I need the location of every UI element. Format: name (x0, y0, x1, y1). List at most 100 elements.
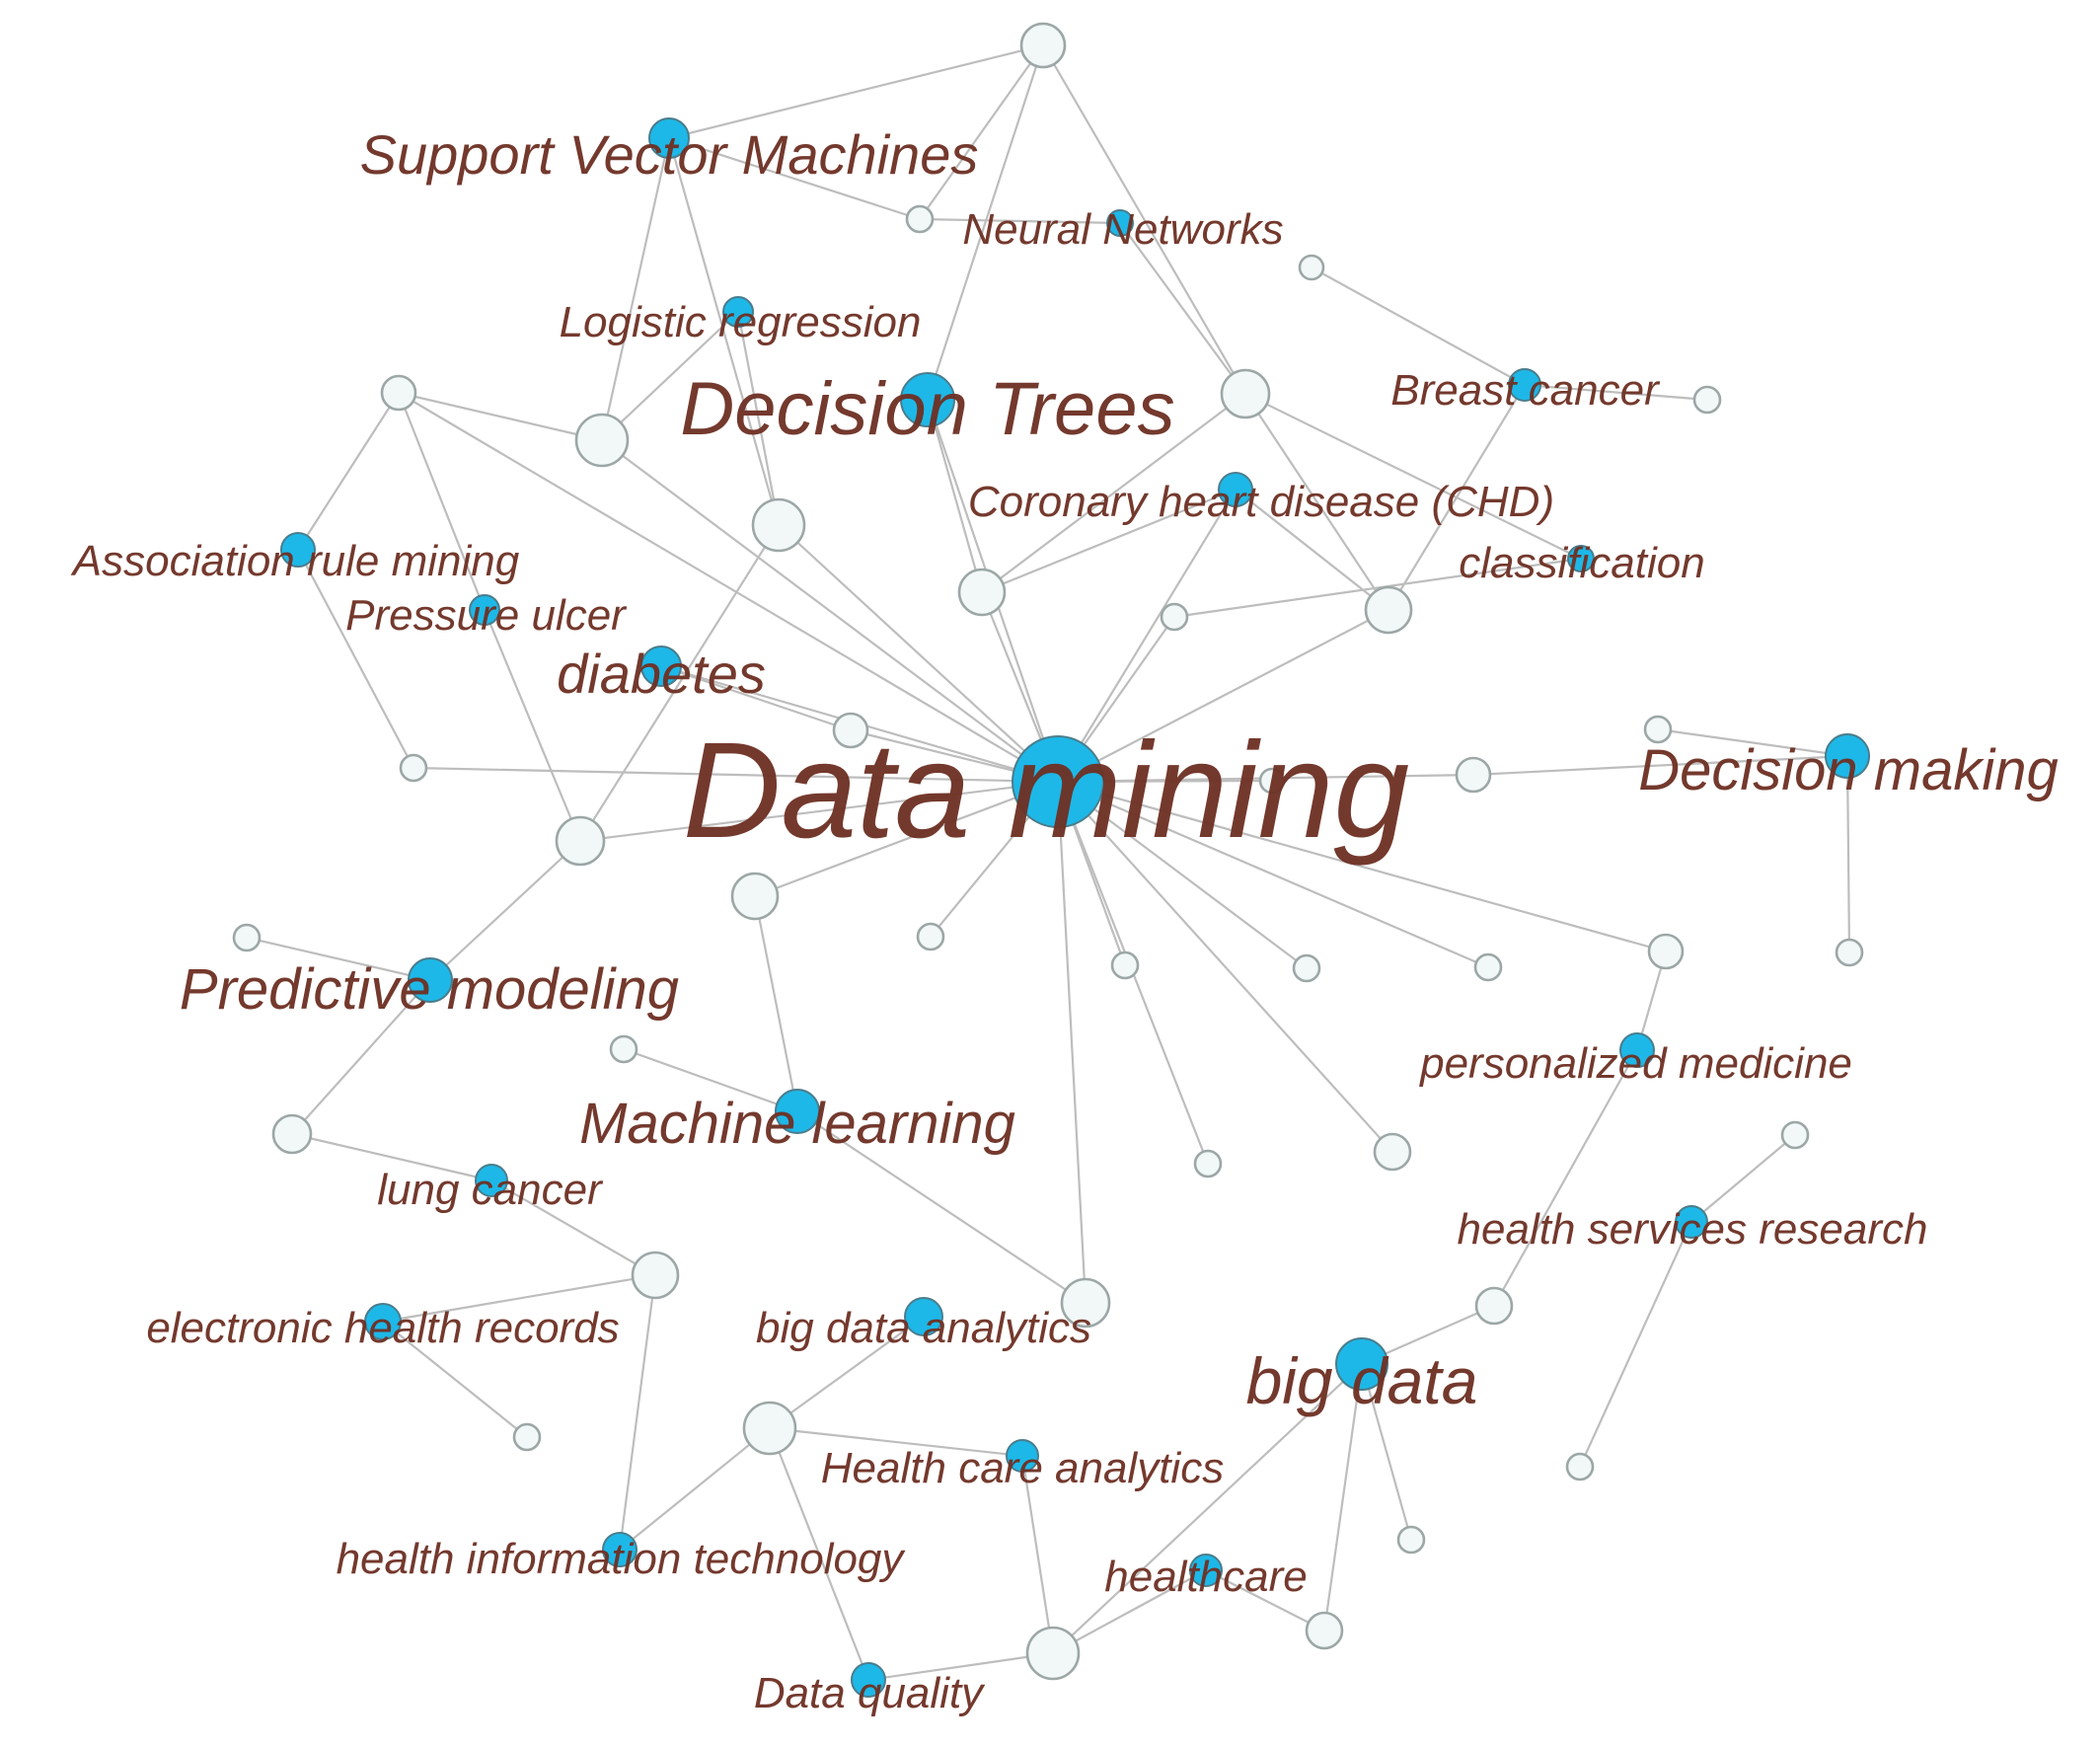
label-pressure-ulcer: Pressure ulcer (345, 591, 628, 640)
label-data-quality: Data quality (754, 1669, 986, 1717)
label-logistic-regression: Logistic regression (560, 298, 922, 346)
edge-h1-h2 (919, 44, 1044, 220)
edge-health-services-research-h36 (1578, 1221, 1693, 1468)
label-decision-trees: Decision Trees (680, 367, 1174, 451)
edge-h1-h4 (1042, 44, 1246, 395)
edge-h14-decision-making (1472, 754, 1848, 777)
node-health-information-technology (602, 1532, 638, 1567)
linking-node-h4 (1220, 368, 1271, 419)
edge-big-data-h38 (1322, 1363, 1364, 1632)
linking-node-h3 (1298, 254, 1325, 281)
edge-pressure-ulcer-h17 (483, 609, 582, 842)
node-predictive-modeling (408, 957, 453, 1003)
edge-h2-neural-networks (919, 217, 1121, 225)
linking-node-h28 (1193, 1149, 1223, 1178)
edge-health-care-analytics-h39 (1020, 1455, 1055, 1654)
label-neural-networks: Neural Networks (962, 205, 1283, 254)
node-decision-making (1825, 733, 1870, 779)
linking-node-h1 (1019, 22, 1067, 69)
edge-data-mining-h18 (754, 780, 1059, 898)
edge-electronic-health-records-h34 (382, 1321, 528, 1438)
edge-h33-personalized-medicine (1493, 1049, 1638, 1307)
edge-support-vector-machines-h8 (667, 137, 781, 526)
linking-node-h38 (1305, 1611, 1344, 1650)
edge-decision-making-h24 (1845, 755, 1851, 953)
label-personalized-medicine: personalized medicine (1418, 1039, 1852, 1088)
edge-h35-data-quality (768, 1427, 870, 1681)
linking-node-h20 (1110, 950, 1140, 980)
edge-decision-making-h15 (1657, 727, 1848, 758)
linking-node-h32 (1060, 1277, 1111, 1329)
label-lung-cancer: lung cancer (377, 1166, 604, 1214)
edge-data-mining-h22 (1057, 780, 1489, 969)
label-big-data-analytics: big data analytics (756, 1304, 1091, 1352)
node-health-services-research (1675, 1205, 1708, 1239)
linking-node-h2 (905, 204, 935, 234)
linking-node-h31 (631, 1251, 680, 1300)
node-big-data-analytics (904, 1297, 943, 1336)
edge-predictive-modeling-h27 (291, 979, 431, 1135)
linking-node-h15 (1643, 715, 1673, 744)
node-personalized-medicine (1619, 1032, 1655, 1068)
label-breast-cancer: Breast cancer (1390, 366, 1661, 415)
linking-node-h27 (271, 1113, 313, 1155)
edge-data-mining-h29 (1057, 781, 1393, 1153)
linking-node-h12 (832, 712, 869, 749)
node-pressure-ulcer (469, 594, 500, 626)
label-decision-making: Decision making (1638, 738, 2059, 802)
edge-data-mining-h7 (601, 439, 1059, 783)
edge-lung-cancer-h31 (490, 1179, 656, 1276)
node-diabetes (640, 646, 682, 687)
label-association-rule-mining: Association rule mining (70, 537, 520, 585)
edge-neural-networks-h4 (1119, 222, 1246, 395)
node-breast-cancer (1508, 368, 1541, 402)
edge-data-mining-h8 (778, 524, 1059, 783)
edge-h35-health-care-analytics (769, 1426, 1023, 1458)
linking-node-h25 (232, 923, 262, 952)
edge-support-vector-machines-h7 (600, 137, 671, 441)
linking-node-h26 (609, 1034, 638, 1064)
label-big-data: big data (1246, 1344, 1478, 1417)
edge-h18-machine-learning (753, 895, 799, 1112)
node-machine-learning (775, 1089, 820, 1134)
edge-data-mining-h10 (1057, 609, 1389, 783)
linking-node-h8 (751, 497, 806, 553)
linking-node-h10 (1364, 585, 1413, 635)
edge-h8-h17 (579, 524, 780, 842)
linking-node-h6 (380, 374, 417, 412)
edge-predictive-modeling-h25 (246, 936, 431, 982)
node-health-care-analytics (1006, 1439, 1039, 1473)
edge-data-mining-h6 (398, 392, 1059, 783)
edge-h1-support-vector-machines (668, 43, 1044, 140)
edge-h17-predictive-modeling (429, 840, 581, 981)
edge-h1-decision-trees (926, 44, 1045, 401)
edge-data-mining-h16 (412, 766, 1059, 784)
edge-machine-learning-h32 (796, 1110, 1087, 1304)
label-electronic-health-records: electronic health records (146, 1304, 619, 1352)
edge-h39-healthcare (1052, 1569, 1207, 1654)
node-logistic-regression (722, 296, 754, 328)
edge-classification-h11 (1173, 557, 1582, 619)
nodes (232, 22, 1870, 1698)
edge-h6-pressure-ulcer (397, 392, 487, 611)
edge-h35-big-data-analytics (769, 1316, 925, 1429)
label-health-information-technology: health information technology (337, 1535, 907, 1583)
linking-node-h24 (1835, 938, 1864, 967)
label-coronary-heart-disease: Coronary heart disease (CHD) (968, 478, 1554, 526)
edge-h4-classification (1244, 393, 1582, 560)
linking-node-h35 (742, 1401, 797, 1456)
edge-data-mining-h32 (1056, 781, 1088, 1304)
linking-node-h17 (555, 815, 606, 867)
edge-data-mining-h21 (1057, 781, 1308, 969)
linking-node-h5 (1692, 385, 1722, 415)
edge-h30-health-services-research (1690, 1134, 1796, 1223)
linking-node-h14 (1455, 756, 1492, 794)
node-big-data (1335, 1337, 1388, 1391)
edge-machine-learning-h26 (623, 1047, 798, 1113)
linking-node-h36 (1565, 1452, 1595, 1482)
edge-coronary-heart-disease-h9 (981, 488, 1237, 594)
edge-logistic-regression-h7 (601, 311, 739, 441)
label-health-services-research: health services research (1458, 1205, 1928, 1254)
linking-node-h18 (730, 872, 780, 921)
